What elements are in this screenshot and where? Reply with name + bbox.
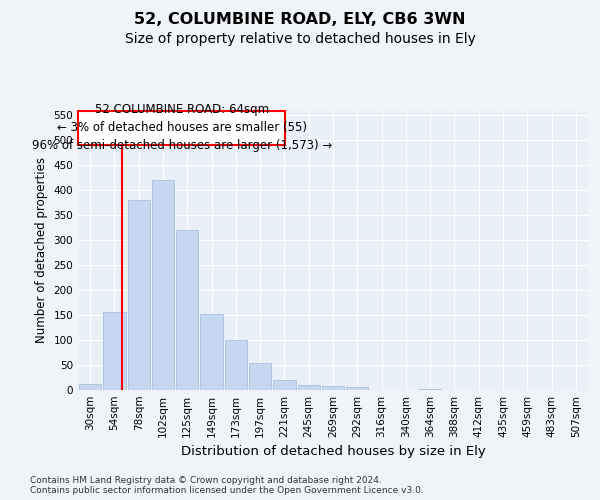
Bar bbox=[419, 388, 442, 390]
Bar bbox=[346, 387, 368, 390]
Bar bbox=[103, 312, 125, 390]
Text: 52, COLUMBINE ROAD, ELY, CB6 3WN: 52, COLUMBINE ROAD, ELY, CB6 3WN bbox=[134, 12, 466, 28]
Text: 52 COLUMBINE ROAD: 64sqm
← 3% of detached houses are smaller (55)
96% of semi-de: 52 COLUMBINE ROAD: 64sqm ← 3% of detache… bbox=[32, 104, 332, 152]
Bar bbox=[128, 200, 150, 390]
Bar bbox=[79, 384, 101, 390]
X-axis label: Distribution of detached houses by size in Ely: Distribution of detached houses by size … bbox=[181, 446, 485, 458]
Bar bbox=[176, 230, 199, 390]
Bar bbox=[152, 180, 174, 390]
Text: Size of property relative to detached houses in Ely: Size of property relative to detached ho… bbox=[125, 32, 475, 46]
Bar bbox=[298, 385, 320, 390]
Y-axis label: Number of detached properties: Number of detached properties bbox=[35, 157, 48, 343]
Text: Contains HM Land Registry data © Crown copyright and database right 2024.
Contai: Contains HM Land Registry data © Crown c… bbox=[30, 476, 424, 495]
Bar bbox=[200, 314, 223, 390]
Bar bbox=[224, 340, 247, 390]
Bar bbox=[273, 380, 296, 390]
Bar bbox=[249, 362, 271, 390]
Bar bbox=[79, 111, 285, 145]
Bar bbox=[322, 386, 344, 390]
